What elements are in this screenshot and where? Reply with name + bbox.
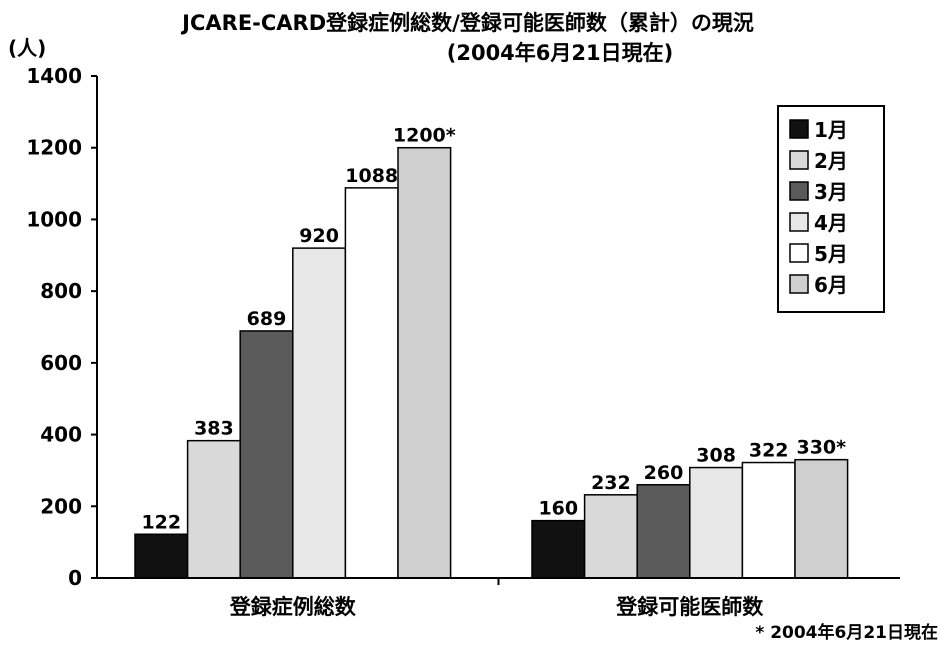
bar — [134, 533, 189, 579]
legend-swatch — [789, 119, 809, 139]
y-axis-unit: (人) — [8, 36, 46, 60]
data-label: 1088 — [345, 165, 398, 187]
chart-title: JCARE-CARD登録症例総数/登録可能医師数（累計）の現況 — [180, 11, 754, 35]
y-tick-label: 600 — [40, 351, 82, 375]
bar — [397, 146, 452, 579]
y-tick-label: 1400 — [26, 64, 82, 88]
data-label: 1200* — [393, 125, 456, 147]
data-label: 920 — [299, 225, 339, 247]
footnote: * 2004年6月21日現在 — [755, 622, 938, 643]
data-label: 160 — [538, 498, 578, 520]
data-label: 260 — [644, 462, 684, 484]
legend-swatch — [789, 150, 809, 170]
data-labels: 122 160 383 232 689 260 920 308 1088 322 1200* 330* — [141, 125, 846, 534]
y-tick-label: 1200 — [26, 136, 82, 160]
bar — [636, 484, 691, 579]
data-label: 330* — [796, 437, 846, 459]
y-axis-ticks: 0 200 400 600 800 1000 1200 1400 — [26, 64, 97, 590]
legend-swatch — [789, 274, 809, 294]
data-label: 322 — [749, 440, 789, 462]
category-label: 登録症例総数 — [229, 595, 357, 619]
bar — [531, 519, 586, 579]
y-tick-label: 0 — [68, 566, 82, 590]
data-label: 308 — [696, 445, 736, 467]
legend-label: 6月 — [814, 273, 848, 297]
data-label: 383 — [194, 418, 234, 440]
legend-swatch — [789, 243, 809, 263]
data-label: 122 — [141, 511, 181, 533]
bars — [134, 146, 849, 579]
bar — [186, 439, 241, 579]
category-label: 登録可能医師数 — [615, 595, 764, 619]
legend-label: 3月 — [814, 180, 848, 204]
bar — [741, 461, 796, 579]
legend-label: 5月 — [814, 242, 848, 266]
bar — [794, 458, 849, 579]
bar — [292, 247, 347, 579]
y-tick-label: 400 — [40, 423, 82, 447]
category-labels: 登録症例総数 登録可能医師数 — [229, 578, 764, 619]
bar — [583, 494, 638, 579]
legend: 1月 2月 3月 4月 5月 6月 — [777, 105, 885, 313]
bar — [239, 330, 294, 579]
chart-subtitle: (2004年6月21日現在) — [447, 41, 673, 65]
y-tick-label: 200 — [40, 494, 82, 518]
data-label: 232 — [591, 472, 631, 494]
legend-swatch — [789, 181, 809, 201]
legend-label: 1月 — [814, 118, 848, 142]
y-tick-label: 1000 — [26, 207, 82, 231]
legend-swatch — [789, 212, 809, 232]
legend-label: 2月 — [814, 149, 848, 173]
bar — [344, 187, 399, 579]
y-tick-label: 800 — [40, 279, 82, 303]
bar — [689, 466, 744, 579]
data-label: 689 — [247, 308, 287, 330]
legend-label: 4月 — [814, 211, 848, 235]
